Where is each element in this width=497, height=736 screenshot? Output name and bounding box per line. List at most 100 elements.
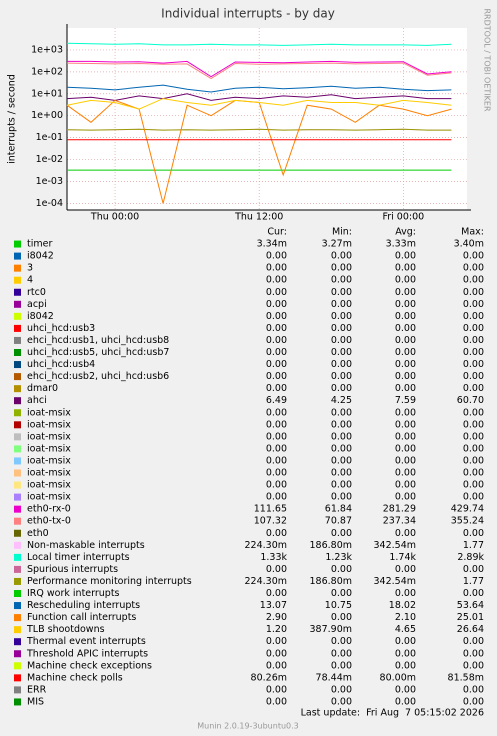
legend-stat: 0.00: [331, 588, 352, 599]
legend-swatch: [14, 409, 21, 417]
legend-stat: 0.00: [463, 660, 484, 671]
legend-stat: 0.00: [331, 335, 352, 346]
legend-swatch: [14, 614, 21, 622]
legend-swatch: [14, 638, 21, 646]
legend-stat: 0.00: [395, 383, 416, 394]
legend-stat: 107.32: [254, 516, 287, 527]
legend-stat: 0.00: [331, 612, 352, 623]
legend-stat: 0.00: [463, 263, 484, 274]
legend-stat: 0.00: [266, 299, 287, 310]
legend-swatch: [14, 240, 21, 248]
legend-stat: 0.00: [395, 480, 416, 491]
legend-label: Local timer interrupts: [27, 552, 130, 563]
legend-stat: 0.00: [463, 371, 484, 382]
legend-stat: 0.00: [331, 371, 352, 382]
legend-stat: 0.00: [395, 371, 416, 382]
legend-stat: 0.00: [331, 407, 352, 418]
legend-stat: 7.59: [395, 395, 416, 406]
legend-stat: 0.00: [331, 275, 352, 286]
legend-stat: 0.00: [463, 588, 484, 599]
legend-stat: 0.00: [395, 660, 416, 671]
legend-label: Function call interrupts: [27, 612, 136, 623]
legend-stat: 60.70: [457, 395, 484, 406]
legend-stat: 186.80m: [310, 576, 353, 587]
legend-stat: 355.24: [451, 516, 484, 527]
legend-stat: 429.74: [451, 504, 484, 515]
legend-stat: 0.00: [463, 275, 484, 286]
legend-stat: 13.07: [260, 600, 287, 611]
legend-swatch: [14, 421, 21, 429]
legend-stat: 224.30m: [245, 540, 288, 551]
legend-stat: 0.00: [331, 323, 352, 334]
side-label: RRDTOOL / TOBI OETIKER: [483, 8, 492, 111]
y-tick-label: 1e-03: [36, 176, 63, 187]
legend-stat: 1.20: [266, 624, 287, 635]
legend-column-header: Avg:: [395, 227, 416, 238]
legend-label: acpi: [27, 299, 47, 310]
legend-label: 4: [27, 275, 33, 286]
legend-stat: 224.30m: [245, 576, 288, 587]
legend-stat: 0.00: [266, 431, 287, 442]
legend-label: i8042: [27, 251, 54, 262]
legend-label: Spurious interrupts: [27, 564, 118, 575]
legend-stat: 0.00: [463, 311, 484, 322]
legend-swatch: [14, 361, 21, 369]
legend-label: ioat-msix: [27, 468, 71, 479]
legend-stat: 0.00: [463, 636, 484, 647]
legend-stat: 0.00: [266, 311, 287, 322]
legend-label: ioat-msix: [27, 419, 71, 430]
plot-area: [67, 28, 467, 210]
legend-stat: 0.00: [266, 383, 287, 394]
legend-stat: 0.00: [266, 251, 287, 262]
legend-stat: 0.00: [463, 347, 484, 358]
legend-stat: 0.00: [266, 347, 287, 358]
legend-stat: 387.90m: [310, 624, 353, 635]
legend-stat: 0.00: [395, 287, 416, 298]
legend-stat: 0.00: [463, 684, 484, 695]
legend-stat: 186.80m: [310, 540, 353, 551]
legend-stat: 0.00: [395, 263, 416, 274]
legend-stat: 0.00: [266, 480, 287, 491]
legend-stat: 0.00: [395, 335, 416, 346]
legend-stat: 281.29: [383, 504, 416, 515]
legend-stat: 0.00: [463, 323, 484, 334]
legend-stat: 0.00: [395, 419, 416, 430]
legend-label: uhci_hcd:usb4: [27, 359, 95, 370]
legend-stat: 1.74k: [389, 552, 416, 563]
legend-label: ahci: [27, 395, 47, 406]
legend-label: Machine check exceptions: [27, 660, 152, 671]
legend-stat: 0.00: [463, 287, 484, 298]
legend-stat: 0.00: [331, 383, 352, 394]
legend-stat: 0.00: [463, 480, 484, 491]
legend-stat: 80.00m: [380, 672, 416, 683]
legend-stat: 10.75: [325, 600, 352, 611]
legend-label: ehci_hcd:usb1, uhci_hcd:usb8: [27, 335, 169, 346]
legend-stat: 53.64: [457, 600, 484, 611]
legend-stat: 0.00: [266, 684, 287, 695]
legend-swatch: [14, 553, 21, 561]
legend-swatch: [14, 385, 21, 393]
legend-stat: 0.00: [266, 648, 287, 659]
legend-stat: 0.00: [395, 492, 416, 503]
legend-stat: 0.00: [395, 636, 416, 647]
legend-stat: 3.33m: [386, 239, 416, 250]
legend-label: uhci_hcd:usb3: [27, 323, 95, 334]
legend-stat: 0.00: [395, 588, 416, 599]
legend-label: 3: [27, 263, 33, 274]
legend-stat: 1.23k: [325, 552, 352, 563]
legend-stat: 3.40m: [454, 239, 484, 250]
legend-stat: 2.89k: [457, 552, 484, 563]
legend-stat: 0.00: [331, 431, 352, 442]
legend-stat: 0.00: [395, 347, 416, 358]
legend-stat: 0.00: [331, 696, 352, 707]
legend-stat: 0.00: [395, 443, 416, 454]
legend-stat: 0.00: [463, 335, 484, 346]
legend-swatch: [14, 529, 21, 537]
series-line: [66, 42, 452, 46]
legend-stat: 0.00: [395, 431, 416, 442]
legend-label: i8042: [27, 311, 54, 322]
series-line: [66, 84, 452, 93]
legend-stat: 0.00: [463, 443, 484, 454]
legend-stat: 0.00: [463, 251, 484, 262]
